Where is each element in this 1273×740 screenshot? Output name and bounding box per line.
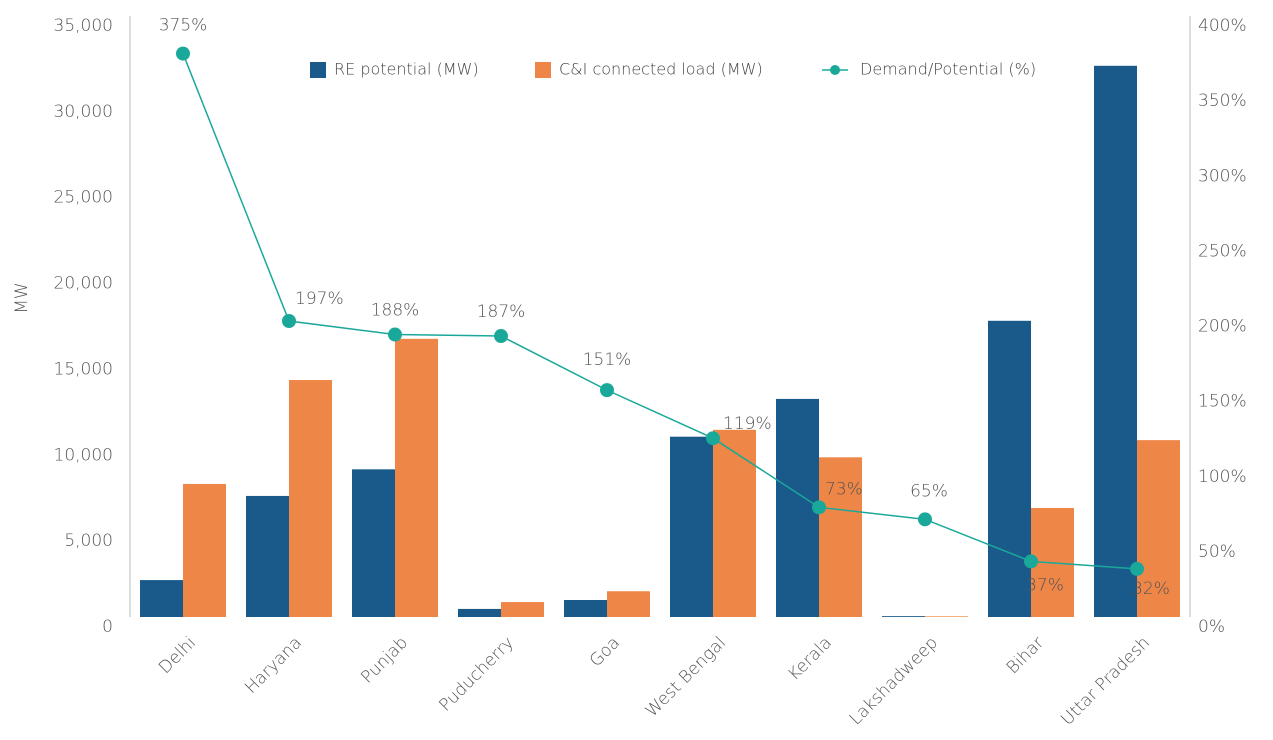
line-marker	[812, 500, 826, 515]
y-tick-label: 5,000	[64, 531, 113, 551]
bar	[988, 320, 1031, 617]
bar	[183, 483, 226, 617]
bar	[713, 429, 756, 617]
legend-marker	[830, 65, 840, 75]
bar	[501, 602, 544, 617]
x-tick-label: Goa	[586, 633, 624, 671]
y-tick-label: 30,000	[54, 102, 113, 122]
line-marker	[282, 314, 296, 329]
x-tick-label: Puducherry	[435, 633, 518, 716]
data-label: 65%	[910, 481, 948, 501]
data-label: 187%	[477, 302, 526, 322]
bar	[1137, 440, 1180, 617]
data-label: 119%	[723, 414, 772, 434]
y-tick-label: 0	[102, 617, 113, 637]
legend-swatch	[310, 62, 326, 78]
x-tick-label: Bihar	[1003, 633, 1048, 678]
line-marker	[918, 512, 932, 527]
legend-label: Demand/Potential (%)	[860, 60, 1036, 79]
data-label: 375%	[159, 16, 208, 36]
line-marker	[176, 46, 190, 61]
x-tick-label: Punjab	[357, 633, 412, 688]
y2-tick-label: 200%	[1198, 317, 1247, 337]
x-tick-label: Uttar Pradesh	[1057, 633, 1154, 730]
data-label: 197%	[295, 289, 344, 309]
legend: RE potential (MW) C&I connected load (MW)…	[310, 60, 1036, 79]
bar	[395, 338, 438, 617]
y-tick-label: 35,000	[54, 16, 113, 36]
bar	[819, 457, 862, 617]
y2-tick-label: 50%	[1198, 542, 1236, 562]
y-axis-title: MW	[12, 282, 32, 313]
data-label: 73%	[825, 479, 863, 499]
line-marker	[706, 431, 720, 446]
bar	[246, 495, 289, 617]
bar	[352, 469, 395, 617]
data-label: 32%	[1132, 579, 1170, 599]
bar	[925, 616, 968, 617]
bar	[882, 616, 925, 617]
data-label: 37%	[1026, 575, 1064, 595]
legend-label: RE potential (MW)	[334, 60, 479, 79]
line-marker	[1024, 554, 1038, 569]
bar	[289, 380, 332, 617]
y2-tick-label: 400%	[1198, 16, 1247, 36]
bar	[564, 600, 607, 617]
legend-label: C&I connected load (MW)	[559, 60, 763, 79]
x-tick-label: West Bengal	[642, 633, 730, 721]
bar	[1094, 65, 1137, 618]
y2-tick-label: 0%	[1198, 617, 1225, 637]
y2-tick-label: 100%	[1198, 467, 1247, 487]
y-tick-label: 15,000	[54, 359, 113, 379]
line	[182, 53, 1138, 570]
bar	[458, 608, 501, 617]
data-label: 151%	[583, 350, 632, 370]
x-tick-label: Delhi	[155, 633, 200, 678]
bar	[776, 398, 819, 617]
x-tick-label: Lakshadweep	[846, 633, 942, 729]
y2-tick-label: 150%	[1198, 392, 1247, 412]
y2-tick-label: 350%	[1198, 91, 1247, 111]
y-tick-label: 25,000	[54, 188, 113, 208]
y2-tick-label: 300%	[1198, 166, 1247, 186]
y-tick-label: 10,000	[54, 445, 113, 465]
bar	[607, 591, 650, 617]
bar	[670, 436, 713, 617]
line-marker	[1130, 561, 1144, 576]
bar	[140, 580, 183, 617]
line-marker	[494, 329, 508, 344]
line-marker	[388, 327, 402, 342]
legend-swatch	[535, 62, 551, 78]
x-tick-label: Kerala	[784, 633, 836, 685]
data-label: 188%	[371, 301, 420, 321]
y-tick-label: 20,000	[54, 274, 113, 294]
y2-tick-label: 250%	[1198, 241, 1247, 261]
x-tick-label: Haryana	[241, 633, 306, 698]
line-marker	[600, 383, 614, 398]
